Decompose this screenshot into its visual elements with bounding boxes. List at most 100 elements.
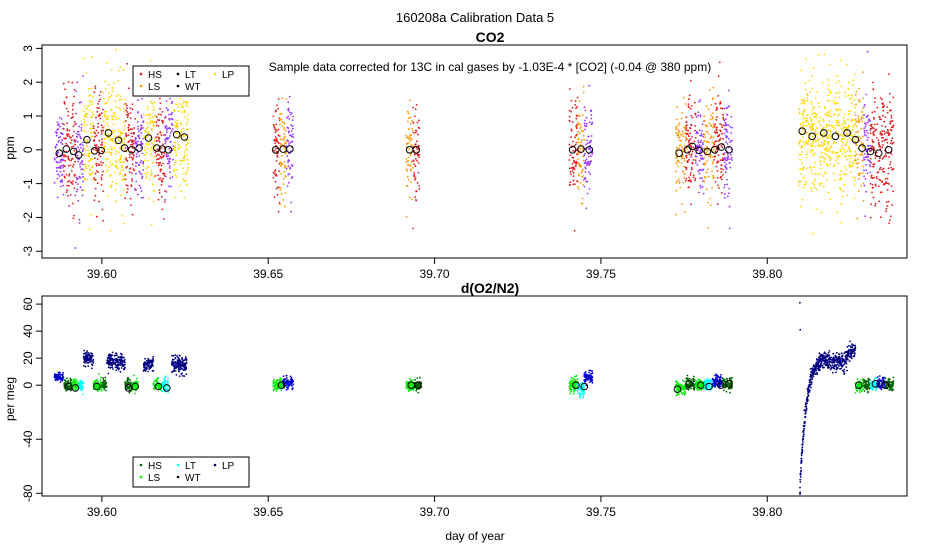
o2n2-data-point: [179, 355, 181, 357]
co2-data-point: [112, 130, 114, 132]
co2-data-point: [688, 186, 690, 188]
co2-data-point: [411, 138, 413, 140]
co2-x-tick-label: 39.65: [253, 267, 283, 281]
co2-data-point: [693, 177, 695, 179]
o2n2-data-point: [171, 371, 173, 373]
co2-data-point: [73, 215, 75, 217]
co2-data-point: [828, 135, 830, 137]
co2-data-point: [415, 158, 417, 160]
co2-data-point: [97, 103, 99, 105]
co2-data-point: [831, 138, 833, 140]
o2n2-data-point: [277, 379, 279, 381]
co2-data-point: [114, 114, 116, 116]
co2-data-point: [701, 177, 703, 179]
co2-data-point: [570, 173, 572, 175]
co2-data-point: [569, 168, 571, 170]
co2-data-point: [829, 133, 831, 135]
co2-data-point: [114, 135, 116, 137]
co2-data-point: [83, 189, 85, 191]
co2-data-point: [143, 113, 145, 115]
co2-data-point: [142, 121, 144, 123]
co2-data-point: [826, 179, 828, 181]
co2-data-point: [168, 185, 170, 187]
co2-data-point: [112, 87, 114, 89]
co2-data-point: [106, 115, 108, 117]
o2n2-panel-title: d(O2/N2): [461, 280, 519, 296]
co2-data-point: [812, 153, 814, 155]
co2-data-point: [137, 128, 139, 130]
co2-data-point: [886, 205, 888, 207]
o2n2-data-point: [417, 383, 419, 385]
co2-data-point: [882, 115, 884, 117]
co2-data-point: [714, 124, 716, 126]
co2-data-point: [106, 62, 108, 64]
co2-data-point: [798, 180, 800, 182]
co2-data-point: [588, 171, 590, 173]
co2-data-point: [689, 154, 691, 156]
o2n2-data-point: [176, 374, 178, 376]
o2n2-data-point: [65, 390, 67, 392]
co2-data-point: [86, 155, 88, 157]
co2-data-point: [833, 141, 835, 143]
co2-data-point: [880, 216, 882, 218]
co2-data-point: [826, 154, 828, 156]
co2-data-point: [176, 123, 178, 125]
co2-data-point: [717, 132, 719, 134]
o2n2-data-point: [288, 386, 290, 388]
co2-data-point: [891, 127, 893, 129]
co2-data-point: [839, 187, 841, 189]
co2-data-point: [712, 156, 714, 158]
co2-data-point: [677, 135, 679, 137]
co2-data-point: [569, 184, 571, 186]
co2-data-point: [807, 100, 809, 102]
co2-data-point: [60, 171, 62, 173]
o2n2-data-point: [120, 362, 122, 364]
co2-data-point: [85, 113, 87, 115]
co2-data-point: [890, 167, 892, 169]
co2-legend-marker: [177, 85, 180, 88]
o2n2-data-point: [587, 379, 589, 381]
o2n2-data-point: [171, 363, 173, 365]
co2-data-point: [845, 174, 847, 176]
co2-data-point: [823, 157, 825, 159]
co2-data-point: [711, 187, 713, 189]
co2-data-point: [678, 178, 680, 180]
co2-data-point: [697, 170, 699, 172]
o2n2-data-point: [86, 360, 88, 362]
co2-data-point: [725, 141, 727, 143]
co2-data-point: [827, 192, 829, 194]
co2-data-point: [728, 188, 730, 190]
co2-data-point: [697, 115, 699, 117]
co2-data-point: [286, 117, 288, 119]
co2-data-point: [730, 116, 732, 118]
co2-data-point: [845, 156, 847, 158]
co2-data-point: [840, 150, 842, 152]
co2-data-point: [583, 160, 585, 162]
co2-data-point: [62, 185, 64, 187]
co2-data-point: [105, 88, 107, 90]
co2-data-point: [675, 171, 677, 173]
co2-data-point: [283, 127, 285, 129]
co2-data-point: [79, 102, 81, 104]
co2-data-point: [123, 69, 125, 71]
co2-data-point: [79, 219, 81, 221]
co2-data-point: [104, 146, 106, 148]
co2-data-point: [703, 157, 705, 159]
co2-data-point: [55, 147, 57, 149]
co2-data-point: [54, 157, 56, 159]
co2-data-point: [803, 166, 805, 168]
co2-data-point: [183, 135, 185, 137]
co2-data-point: [111, 140, 113, 142]
o2n2-data-point: [280, 385, 282, 387]
co2-data-point: [124, 111, 126, 113]
co2-data-point: [826, 146, 828, 148]
co2-x-tick-label: 39.60: [87, 267, 117, 281]
o2n2-data-point: [688, 384, 690, 386]
co2-data-point: [699, 177, 701, 179]
co2-data-point: [288, 118, 290, 120]
o2n2-data-point: [108, 353, 110, 355]
co2-data-point: [96, 144, 98, 146]
co2-data-point: [886, 208, 888, 210]
co2-data-point: [879, 118, 881, 120]
co2-data-point: [115, 189, 117, 191]
